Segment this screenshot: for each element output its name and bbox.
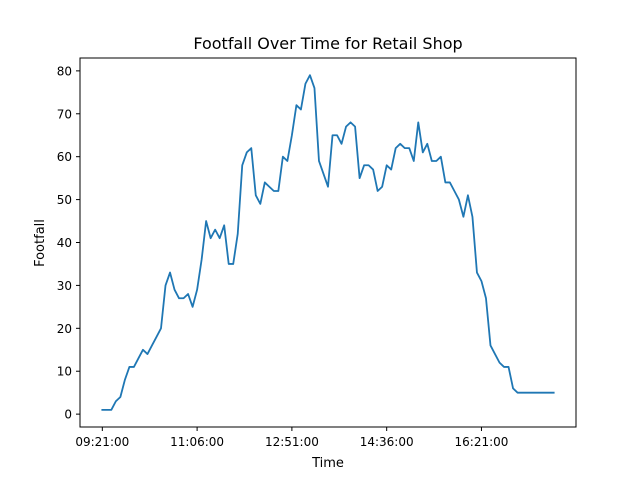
x-axis-ticks: 09:21:00 11:06:00 12:51:00 14:36:00 16:21:00 [75,427,508,449]
y-tick-label: 30 [57,279,72,293]
x-tick-label: 11:06:00 [170,435,224,449]
y-tick-label: 20 [57,322,72,336]
x-tick-label: 09:21:00 [75,435,129,449]
x-axis-label: Time [311,456,344,471]
y-axis-label: Footfall [33,219,48,267]
y-tick-label: 70 [57,107,72,121]
y-tick-label: 10 [57,365,72,379]
x-tick-label: 12:51:00 [265,435,319,449]
y-tick-label: 40 [57,236,72,250]
footfall-series-line [101,74,555,411]
data-series-layer [101,74,555,411]
plot-frame [79,57,577,428]
y-axis-ticks: 0 10 20 30 40 50 60 70 80 [57,64,80,422]
y-tick-label: 0 [64,408,72,422]
chart-title: Footfall Over Time for Retail Shop [193,34,462,53]
y-tick-label: 80 [57,64,72,78]
y-tick-label: 50 [57,193,72,207]
x-tick-label: 14:36:00 [360,435,414,449]
y-tick-label: 60 [57,150,72,164]
x-tick-label: 16:21:00 [455,435,509,449]
